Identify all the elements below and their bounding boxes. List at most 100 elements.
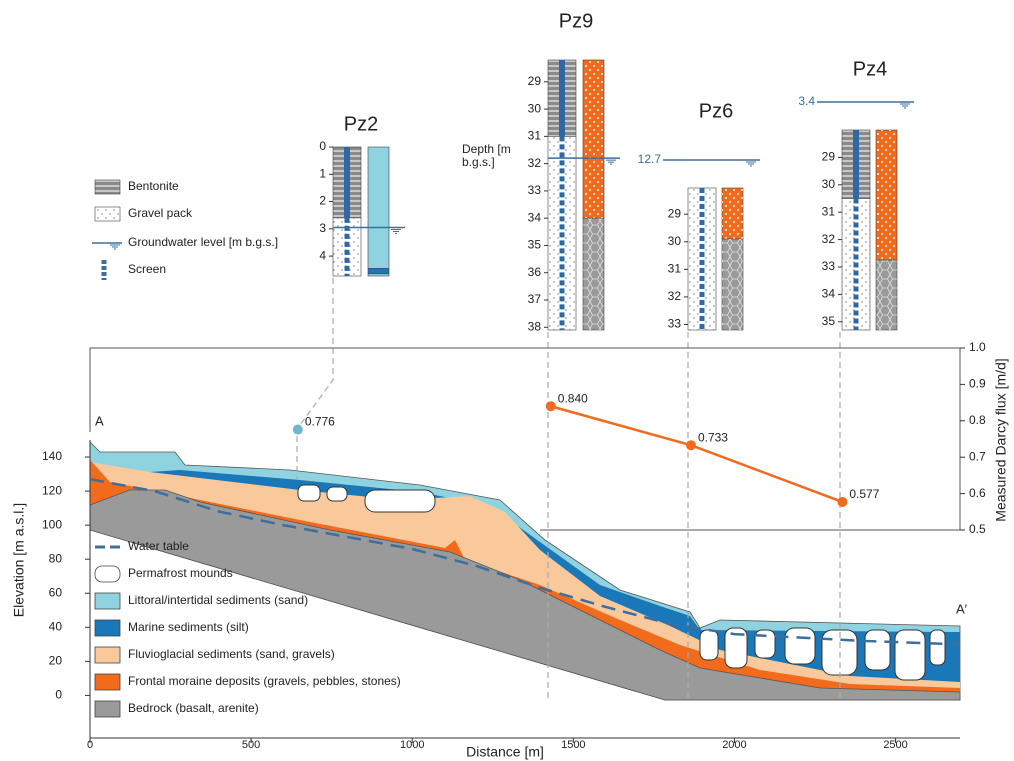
x-tick-label: 2500 bbox=[883, 739, 907, 751]
annotation: A′ bbox=[956, 601, 968, 616]
legend-swatch bbox=[95, 620, 120, 636]
legend-label: Bentonite bbox=[128, 179, 179, 193]
value-label: 0.577 bbox=[849, 487, 879, 501]
borehole-title: Pz6 bbox=[699, 100, 733, 122]
depth-tick-label: 34 bbox=[822, 287, 836, 301]
depth-tick-label: 0 bbox=[319, 139, 326, 153]
value-label: 0.840 bbox=[558, 391, 588, 405]
groundwater-symbol bbox=[606, 160, 616, 164]
depth-tick-label: 31 bbox=[822, 204, 836, 218]
casing bbox=[853, 130, 859, 198]
depth-tick-label: 4 bbox=[319, 248, 326, 262]
depth-tick-label: 33 bbox=[822, 259, 836, 273]
x-tick-label: 2000 bbox=[722, 739, 746, 751]
formation-texture bbox=[876, 260, 897, 330]
legend-swatch bbox=[95, 593, 120, 609]
y-tick-label: 80 bbox=[49, 551, 63, 565]
mound bbox=[895, 630, 925, 680]
legend-swatch bbox=[95, 674, 120, 690]
legend-label: Permafrost mounds bbox=[128, 566, 233, 580]
depth-tick-label: 36 bbox=[528, 265, 542, 279]
y-tick-label: 20 bbox=[49, 654, 63, 668]
formation-texture bbox=[722, 188, 743, 239]
y-axis-label: Elevation [m a.s.l.] bbox=[11, 503, 27, 617]
depth-tick-label: 38 bbox=[528, 319, 542, 333]
depth-tick-label: 35 bbox=[822, 314, 836, 328]
formation bbox=[368, 147, 389, 268]
mound bbox=[930, 630, 945, 665]
y2-tick-label: 1.0 bbox=[969, 340, 986, 354]
formation bbox=[368, 274, 389, 276]
legend-label: Water table bbox=[128, 539, 189, 553]
groundwater-symbol bbox=[391, 229, 401, 233]
depth-tick-label: 31 bbox=[528, 129, 542, 143]
x-tick-label: 1000 bbox=[400, 739, 424, 751]
flux-line bbox=[551, 406, 843, 502]
depth-tick-label: 34 bbox=[528, 210, 542, 224]
x-tick-label: 0 bbox=[87, 739, 93, 751]
y-tick-label: 120 bbox=[42, 483, 62, 497]
legend-label: Groundwater level [m b.g.s.] bbox=[128, 235, 278, 249]
legend-label: Bedrock (basalt, arenite) bbox=[128, 701, 259, 715]
depth-tick-label: 29 bbox=[668, 206, 682, 220]
y-tick-label: 0 bbox=[55, 688, 62, 702]
depth-tick-label: 31 bbox=[668, 262, 682, 276]
y-tick-label: 40 bbox=[49, 619, 63, 633]
flux-point bbox=[546, 401, 556, 411]
formation bbox=[368, 268, 389, 273]
figure: Distance [m] Elevation [m a.s.l.] Measur… bbox=[0, 0, 1014, 761]
y2-tick-label: 0.7 bbox=[969, 449, 986, 463]
casing bbox=[344, 147, 350, 218]
legend-swatch bbox=[95, 701, 120, 717]
legend-label: Marine sediments (silt) bbox=[128, 620, 249, 634]
mound bbox=[785, 628, 815, 664]
legend-label: Fluvioglacial sediments (sand, gravels) bbox=[128, 647, 335, 661]
depth-tick-label: 33 bbox=[668, 317, 682, 331]
mound bbox=[327, 487, 347, 501]
legend-swatch bbox=[95, 180, 120, 194]
depth-axis-label: Depth [m b.g.s.] bbox=[462, 143, 532, 169]
legend-swatch bbox=[110, 245, 120, 249]
depth-tick-label: 32 bbox=[668, 289, 682, 303]
casing bbox=[559, 60, 565, 136]
depth-tick-label: 35 bbox=[528, 238, 542, 252]
connector bbox=[300, 278, 333, 425]
mound bbox=[298, 485, 320, 501]
x-axis-label: Distance [m] bbox=[466, 744, 544, 760]
y-tick-label: 60 bbox=[49, 585, 63, 599]
legend-label: Screen bbox=[128, 262, 166, 276]
depth-tick-label: 37 bbox=[528, 292, 542, 306]
legend-label: Gravel pack bbox=[128, 206, 193, 220]
borehole-title: Pz4 bbox=[853, 58, 887, 80]
mound bbox=[865, 630, 890, 670]
x-tick-label: 500 bbox=[242, 739, 260, 751]
y2-tick-label: 0.9 bbox=[969, 377, 986, 391]
flux-point bbox=[837, 497, 847, 507]
formation-texture bbox=[876, 130, 897, 260]
borehole-title: Pz9 bbox=[559, 10, 593, 32]
y2-tick-label: 0.5 bbox=[969, 522, 986, 536]
legend-swatch bbox=[95, 566, 120, 582]
depth-tick-label: 33 bbox=[528, 183, 542, 197]
y2-axis-label: Measured Darcy flux [m/d] bbox=[993, 358, 1009, 521]
flux-point bbox=[293, 425, 303, 435]
depth-tick-label: 30 bbox=[528, 101, 542, 115]
legend-label: Littoral/intertidal sediments (sand) bbox=[128, 593, 308, 607]
formation-texture bbox=[722, 239, 743, 330]
annotation: A bbox=[95, 413, 104, 428]
depth-tick-label: 29 bbox=[528, 74, 542, 88]
formation-texture bbox=[583, 218, 604, 330]
groundwater-label: 3.4 bbox=[798, 94, 815, 108]
borehole-title: Pz2 bbox=[344, 113, 378, 135]
y-tick-label: 100 bbox=[42, 517, 62, 531]
depth-tick-label: 30 bbox=[668, 234, 682, 248]
legend-swatch bbox=[95, 647, 120, 663]
mound bbox=[365, 490, 435, 512]
y-tick-label: 140 bbox=[42, 449, 62, 463]
depth-tick-label: 32 bbox=[822, 232, 836, 246]
mound bbox=[700, 630, 718, 660]
depth-tick-label: 1 bbox=[319, 166, 326, 180]
depth-tick-label: 2 bbox=[319, 194, 326, 208]
legend-swatch bbox=[95, 207, 120, 221]
groundwater-symbol bbox=[900, 104, 910, 108]
